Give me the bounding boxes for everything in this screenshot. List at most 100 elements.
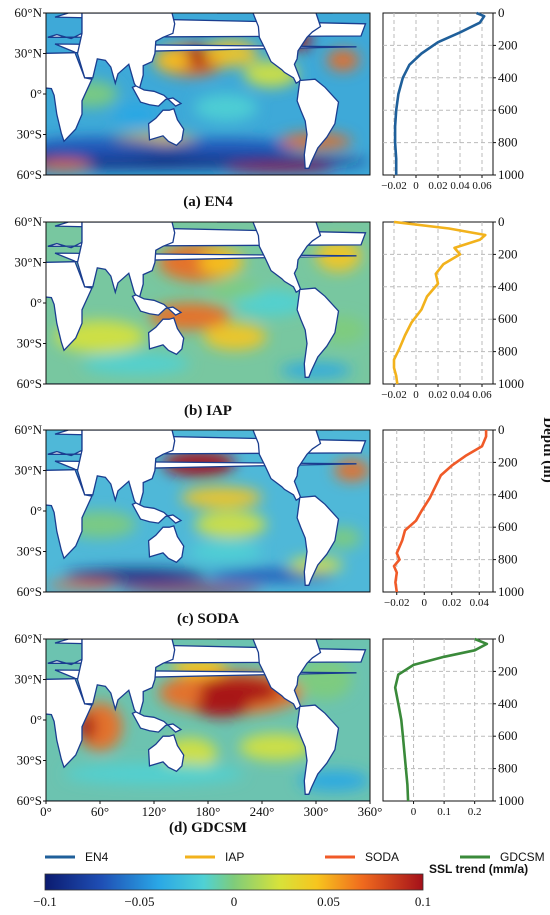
profile-line-gdcsm xyxy=(393,637,489,802)
panel-caption: (d) GDCSM xyxy=(169,820,247,836)
lon-tick-label: 120° xyxy=(142,804,167,819)
panel-caption: (b) IAP xyxy=(184,403,232,419)
field-anomaly xyxy=(208,281,262,298)
field-anomaly xyxy=(64,569,208,583)
field-anomaly xyxy=(280,362,352,379)
lat-tick-label: 30°N xyxy=(14,46,42,61)
depth-tick-label: 600 xyxy=(498,102,518,117)
field-anomaly xyxy=(194,511,267,538)
depth-axis-label: Depth (m) xyxy=(540,417,550,482)
profile-line-iap xyxy=(392,220,487,385)
depth-tick-label: 0 xyxy=(498,422,505,437)
lon-tick-label: 240° xyxy=(250,804,275,819)
lat-tick-label: 30°S xyxy=(17,336,42,351)
field-anomaly xyxy=(113,103,159,126)
lat-tick-label: 0° xyxy=(30,503,42,518)
depth-tick-label: 400 xyxy=(498,487,518,502)
ssl-trend-field xyxy=(46,13,370,175)
field-anomaly xyxy=(208,569,334,583)
lat-tick-label: 0° xyxy=(30,86,42,101)
field-anomaly xyxy=(181,486,262,509)
legend-label: GDCSM xyxy=(500,850,545,864)
lon-tick-label: 300° xyxy=(304,804,329,819)
depth-tick-label: 800 xyxy=(498,135,518,150)
lon-tick-label: 60° xyxy=(91,804,109,819)
field-anomaly xyxy=(46,137,172,159)
lon-tick-label: 180° xyxy=(196,804,221,819)
colorbar-gradient xyxy=(44,873,424,891)
depth-tick-label: 400 xyxy=(498,696,518,711)
coastline xyxy=(131,294,183,316)
field-anomaly xyxy=(118,585,262,592)
field-anomaly xyxy=(298,659,352,700)
field-anomaly xyxy=(154,138,298,158)
x-tick-label: 0.02 xyxy=(442,597,461,609)
legend-label: IAP xyxy=(225,850,244,864)
coastline xyxy=(217,13,322,85)
x-tick-label: −0.02 xyxy=(381,180,406,192)
coastline xyxy=(131,502,183,524)
lon-tick-label: 0° xyxy=(40,804,52,819)
map-panel-d: 60°N30°N0°30°S60°S0° 60° 120° 180° 240° 300° 3… xyxy=(14,631,382,836)
x-tick-label: 0.02 xyxy=(428,389,447,401)
x-tick-label: 0.04 xyxy=(450,180,470,192)
map-panel-a: 60°N 30°N 0° 30°S 60°S (a) EN4 xyxy=(14,5,371,210)
profile-frame xyxy=(382,429,494,593)
ssl-trend-field xyxy=(46,639,370,801)
map-panel-b: 60°N 30°N 0° 30°S 60°S (b) IAP xyxy=(14,214,371,419)
x-tick-label: 0.2 xyxy=(468,806,482,818)
coastline xyxy=(131,85,183,107)
field-anomaly xyxy=(203,323,267,351)
profile-panel-c: 0 200 400 600 800 1000 −0.02 0 0.02 0.04 xyxy=(382,422,524,609)
field-anomaly xyxy=(235,289,307,317)
depth-tick-label: 1000 xyxy=(498,167,524,182)
coastline xyxy=(296,704,340,795)
lat-tick-label: 30°S xyxy=(17,753,42,768)
coastline xyxy=(147,734,185,773)
legend-label: EN4 xyxy=(85,850,109,864)
lat-tick-label: 60°S xyxy=(17,167,42,182)
ssl-trend-field xyxy=(46,430,370,592)
depth-tick-label: 800 xyxy=(498,344,518,359)
field-anomaly xyxy=(194,695,249,718)
x-tick-label: 0.04 xyxy=(470,597,490,609)
depth-tick-label: 600 xyxy=(498,311,518,326)
colorbar-tick-label: 0.1 xyxy=(415,894,431,909)
land-masses xyxy=(46,13,370,175)
depth-tick-label: 200 xyxy=(498,246,518,261)
field-anomaly xyxy=(239,733,312,761)
land-masses xyxy=(46,430,370,592)
x-tick-label: 0 xyxy=(411,806,417,818)
field-anomaly xyxy=(326,49,360,72)
legend: EN4 IAP SODA GDCSM xyxy=(45,850,545,864)
field-blobs xyxy=(46,450,370,592)
x-tick-label: 0.06 xyxy=(472,180,492,192)
lat-tick-label: 30°N xyxy=(14,672,42,687)
field-anomaly xyxy=(154,49,190,72)
field-anomaly xyxy=(199,249,244,276)
lat-tick-label: 60°S xyxy=(17,793,42,808)
depth-tick-label: 400 xyxy=(498,70,518,85)
depth-tick-label: 200 xyxy=(498,37,518,52)
coastline xyxy=(217,222,322,294)
x-tick-label: −0.02 xyxy=(381,389,406,401)
lat-tick-label: 60°N xyxy=(14,422,42,437)
coastline xyxy=(147,317,185,356)
colorbar-tick-label: 0.05 xyxy=(317,894,340,909)
colorbar-tick-label: −0.05 xyxy=(124,894,154,909)
land-masses xyxy=(46,639,370,801)
x-tick-label: 0 xyxy=(413,180,419,192)
profile-frame xyxy=(382,638,494,802)
depth-tick-label: 0 xyxy=(498,214,505,229)
lat-tick-label: 60°N xyxy=(14,631,42,646)
ssl-trend-field xyxy=(46,222,370,384)
field-anomaly xyxy=(226,164,334,173)
profile-panel-a: 0 200 400 600 800 1000 −0.02 0 0.02 0.04 0.06 xyxy=(381,5,524,192)
depth-tick-label: 800 xyxy=(498,552,518,567)
field-anomaly xyxy=(82,352,190,375)
field-anomaly xyxy=(190,540,262,563)
depth-tick-label: 600 xyxy=(498,728,518,743)
lat-tick-label: 60°S xyxy=(17,584,42,599)
colorbar-tick-label: 0 xyxy=(231,894,238,909)
